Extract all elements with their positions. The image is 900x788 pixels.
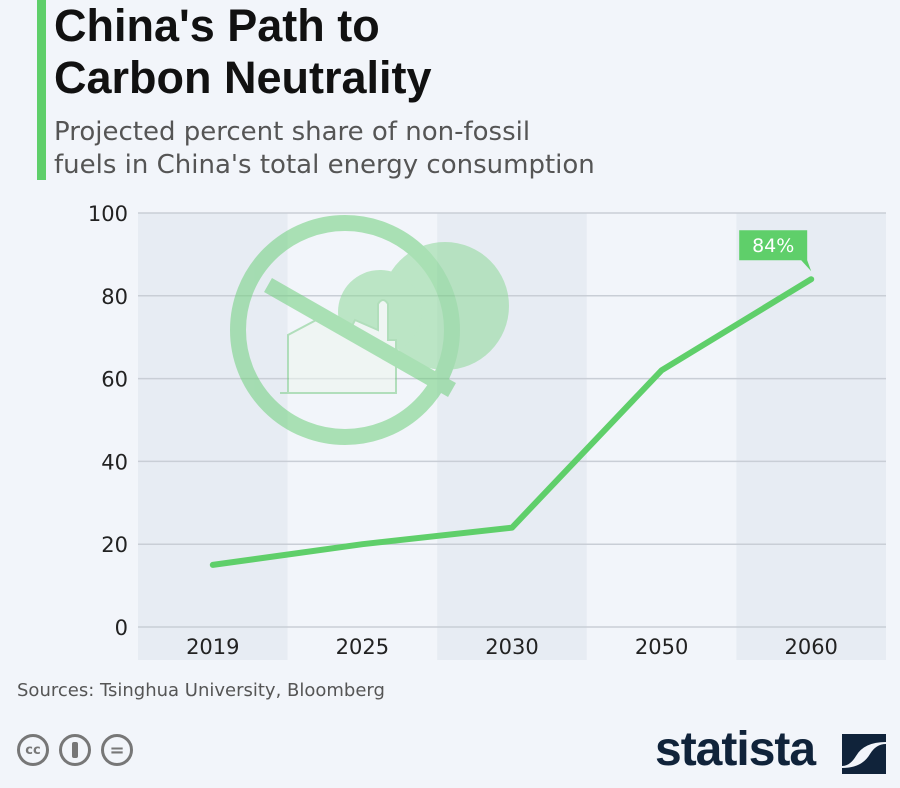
line-chart: 0 20 40 60 80 100 2019 2025 2030 2050 2060 84% bbox=[88, 202, 886, 660]
subtitle-line-2: fuels in China's total energy consumptio… bbox=[54, 150, 595, 180]
y-tick-label: 60 bbox=[101, 368, 128, 392]
column-band bbox=[586, 213, 737, 660]
x-tick-label: 2050 bbox=[635, 635, 688, 659]
title-line-2: Carbon Neutrality bbox=[54, 52, 432, 103]
data-point bbox=[661, 369, 663, 371]
subtitle-line-1: Projected percent share of non-fossil bbox=[54, 117, 531, 147]
creative-commons-icon[interactable]: cc bbox=[17, 734, 49, 766]
prohibition-circle bbox=[230, 215, 460, 445]
y-tick-label: 100 bbox=[88, 202, 128, 226]
y-tick-label: 40 bbox=[101, 450, 128, 474]
column-band bbox=[736, 213, 886, 660]
column-band bbox=[138, 213, 288, 660]
data-point bbox=[810, 278, 812, 280]
no-derivatives-icon[interactable]: = bbox=[101, 734, 133, 766]
data-label-box bbox=[739, 230, 812, 272]
chart-subtitle: Projected percent share of non-fossil fu… bbox=[54, 116, 595, 182]
source-note: Sources: Tsinghua University, Bloomberg bbox=[17, 680, 385, 701]
data-label: 84% bbox=[752, 235, 794, 257]
accent-bar bbox=[37, 0, 46, 180]
prohibition-slash bbox=[264, 278, 456, 397]
data-point bbox=[511, 527, 513, 529]
y-tick-label: 80 bbox=[101, 285, 128, 309]
x-tick-label: 2019 bbox=[186, 635, 239, 659]
statista-logo-mark-icon bbox=[842, 734, 886, 774]
y-tick-label: 20 bbox=[101, 533, 128, 557]
title-line-1: China's Path to bbox=[54, 0, 380, 51]
statista-logo[interactable]: statista bbox=[655, 723, 816, 776]
x-tick-label: 2025 bbox=[336, 635, 389, 659]
y-tick-label: 0 bbox=[115, 616, 128, 640]
data-point bbox=[212, 564, 214, 566]
x-tick-label: 2030 bbox=[485, 635, 538, 659]
chart-title: China's Path to Carbon Neutrality bbox=[54, 0, 432, 104]
x-tick-label: 2060 bbox=[784, 635, 837, 659]
no-factory-illustration bbox=[230, 215, 509, 445]
attribution-icon[interactable] bbox=[59, 734, 91, 766]
data-point bbox=[361, 543, 363, 545]
